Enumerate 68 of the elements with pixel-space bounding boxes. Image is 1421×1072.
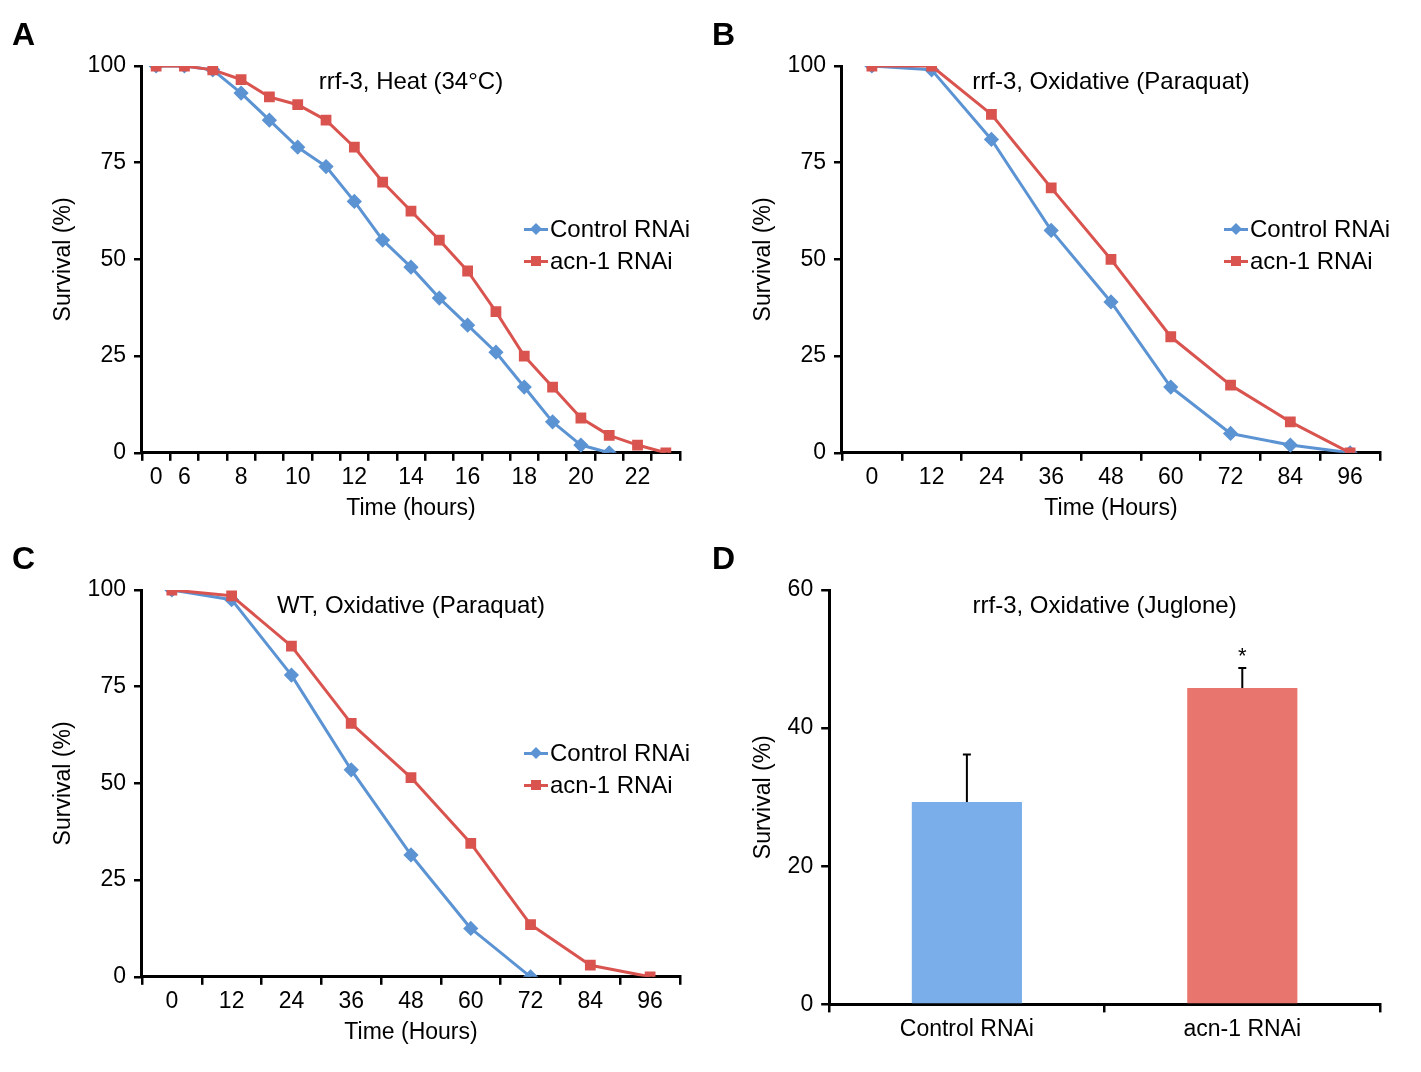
x-tick-label: 16 xyxy=(454,462,481,489)
x-tick-label: 6 xyxy=(178,462,191,489)
y-tick-label: 100 xyxy=(787,51,826,78)
x-tick-label: 48 xyxy=(1098,462,1124,489)
y-tick-label: 25 xyxy=(100,341,126,368)
y-axis-title: Survival (%) xyxy=(49,721,76,846)
y-tick-label: 75 xyxy=(100,148,126,175)
x-axis-title: Time (Hours) xyxy=(1044,493,1178,520)
x-tick-label: 60 xyxy=(1157,462,1184,489)
y-tick-label: 20 xyxy=(787,851,814,878)
y-tick-label: 50 xyxy=(800,244,826,271)
x-tick-label: 12 xyxy=(341,462,368,489)
y-tick-label: 75 xyxy=(800,148,826,175)
x-tick-label: 0 xyxy=(149,462,163,489)
legend-label: Control RNAi xyxy=(549,739,690,767)
x-tick-label: 84 xyxy=(577,986,604,1013)
y-tick-label: 50 xyxy=(100,768,126,795)
y-axis-title: Survival (%) xyxy=(749,735,776,860)
legend-label: Control RNAi xyxy=(1249,215,1390,243)
x-tick-label: 12 xyxy=(918,462,945,489)
text: B xyxy=(712,16,736,53)
x-tick-label: 48 xyxy=(398,986,424,1013)
legend-label: acn-1 RNAi xyxy=(549,771,673,799)
x-tick-label: 36 xyxy=(338,986,364,1013)
x-tick-label: 24 xyxy=(978,462,1005,489)
x-tick-label: 10 xyxy=(284,462,311,489)
x-tick-label: 0 xyxy=(865,462,879,489)
legend-label: acn-1 RNAi xyxy=(1249,247,1373,275)
text: A xyxy=(12,16,36,53)
y-tick-label: 100 xyxy=(87,51,126,78)
y-axis-title: Survival (%) xyxy=(749,197,776,322)
text: D xyxy=(712,540,736,577)
y-tick-label: 40 xyxy=(787,713,814,740)
y-tick-label: 100 xyxy=(87,575,126,602)
x-axis-title: Time (hours) xyxy=(346,493,476,520)
x-tick-label: 96 xyxy=(637,986,663,1013)
y-axis-title: Survival (%) xyxy=(49,197,76,322)
x-tick-label: 22 xyxy=(624,462,651,489)
x-tick-label: 18 xyxy=(511,462,538,489)
x-tick-label: 20 xyxy=(568,462,594,489)
x-tick-label: 72 xyxy=(517,986,544,1013)
x-tick-label: 8 xyxy=(234,462,248,489)
y-tick-label: 0 xyxy=(113,438,126,465)
y-tick-label: 0 xyxy=(113,962,126,989)
chart-title: rrf-3, Oxidative (Juglone) xyxy=(972,590,1237,618)
x-tick-label: 24 xyxy=(278,986,305,1013)
chart-title: WT, Oxidative (Paraquat) xyxy=(276,590,546,618)
x-tick-label: 72 xyxy=(1217,462,1244,489)
y-tick-label: 60 xyxy=(787,575,814,602)
y-tick-label: 0 xyxy=(813,438,826,465)
chart-title: rrf-3, Heat (34°C) xyxy=(318,66,504,94)
y-tick-label: 50 xyxy=(100,244,126,271)
y-tick-label: 25 xyxy=(100,865,126,892)
x-axis-title: Time (Hours) xyxy=(344,1017,478,1044)
legend-label: Control RNAi xyxy=(549,215,690,243)
chart-title: rrf-3, Oxidative (Paraquat) xyxy=(972,66,1250,94)
x-tick-label: 84 xyxy=(1277,462,1304,489)
x-tick-label: 0 xyxy=(165,986,179,1013)
legend-label: acn-1 RNAi xyxy=(549,247,673,275)
text: C xyxy=(12,540,36,577)
x-tick-label: 14 xyxy=(398,462,424,489)
x-tick-label: 12 xyxy=(218,986,245,1013)
y-tick-label: 25 xyxy=(800,341,826,368)
x-tick-label: 36 xyxy=(1038,462,1064,489)
y-tick-label: 75 xyxy=(100,672,126,699)
x-tick-label: 60 xyxy=(457,986,484,1013)
annotation: * xyxy=(1238,643,1248,669)
x-tick-label: 96 xyxy=(1337,462,1363,489)
